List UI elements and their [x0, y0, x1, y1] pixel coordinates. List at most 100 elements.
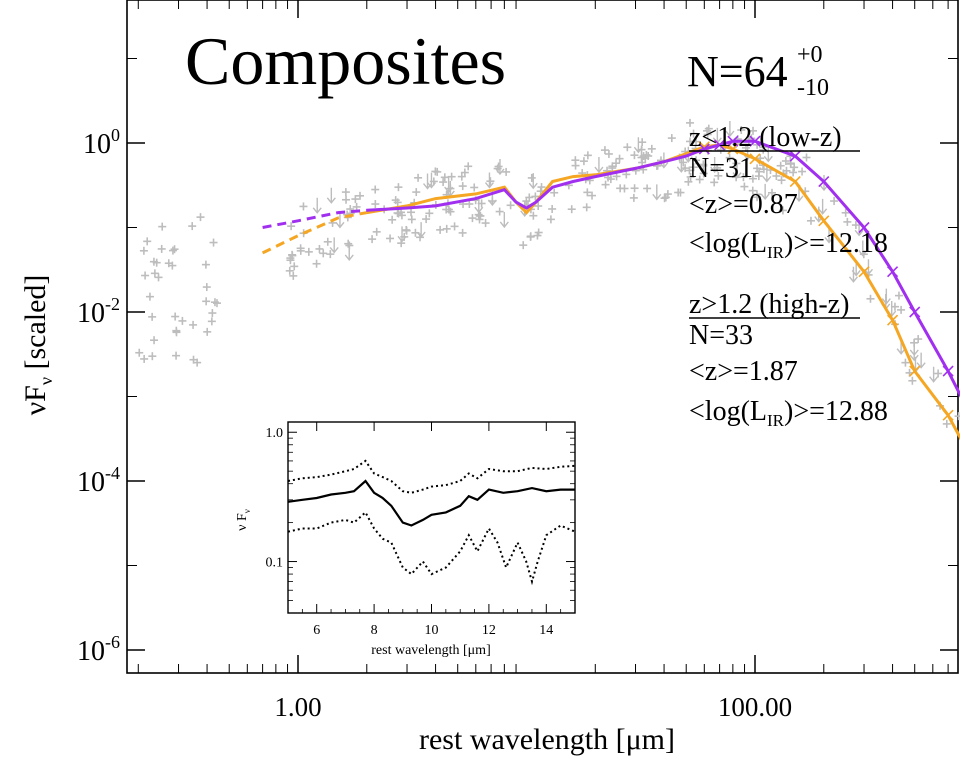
series-marker [887, 266, 899, 278]
upper-limit [344, 244, 354, 262]
low-z-lir-pre: <log(L [689, 228, 767, 259]
inset-mean-line [287, 479, 575, 527]
series-marker [942, 365, 954, 377]
y-tick-label-exp: -6 [105, 632, 120, 652]
y-axis-label-rest: [scaled] [19, 275, 52, 377]
series-line-dashed [262, 208, 367, 229]
high-z-lir: <log(LIR)>=12.88 [689, 396, 888, 430]
upper-limit [444, 177, 454, 194]
y-tick-label-base: 10 [77, 636, 105, 667]
series-marker [887, 314, 899, 326]
y-tick-label: 10-4 [77, 463, 120, 498]
upper-limit [326, 187, 336, 204]
inset-frame [287, 421, 576, 614]
count-main: N=64 [687, 47, 788, 96]
y-tick-label-exp: -2 [105, 294, 120, 314]
upper-limit [916, 352, 926, 369]
series-marker [818, 175, 830, 188]
series-marker [714, 139, 726, 151]
upper-limit [499, 211, 509, 229]
series-line-dashed [261, 211, 368, 255]
series-marker [818, 215, 830, 227]
inset-y-label-main: ν F [235, 513, 250, 531]
y-tick-label: 10-2 [77, 294, 120, 329]
high-z-lir-sub: IR [767, 411, 785, 430]
count-label: N=64 [687, 47, 788, 96]
upper-limit [528, 173, 538, 190]
x-axis-label: rest wavelength [μm] [419, 723, 675, 756]
inset-x-tick-label: 6 [313, 623, 320, 638]
y-tick-label-exp: 0 [111, 125, 120, 145]
upper-limit [335, 212, 345, 229]
high-z-lir-pre: <log(L [689, 396, 767, 427]
y-tick-label-exp: -4 [105, 463, 120, 483]
upper-limit [929, 366, 939, 383]
inset-y-tick-label: 1.0 [266, 426, 284, 441]
upper-limit [858, 240, 868, 257]
upper-limit [312, 197, 322, 214]
low-z-lir-post: )>=12.18 [784, 228, 888, 259]
inset-x-tick-label: 10 [425, 623, 439, 638]
series-marker [749, 153, 761, 165]
y-tick-label-base: 10 [83, 129, 111, 160]
series-marker [942, 409, 954, 421]
upper-limit [760, 183, 770, 201]
upper-limit [652, 184, 662, 201]
inset-y-label: ν Fν [235, 509, 252, 531]
high-z-heading: z>1.2 (high-z) [689, 289, 849, 320]
inset-chart: 6 8 10 12 14 1.0 0.1 rest wavelength [μm] ν Fν [235, 421, 576, 658]
series-marker [858, 221, 870, 234]
upper-limit [594, 157, 604, 174]
main-plot-frame [126, 0, 959, 674]
upper-limit [484, 172, 494, 189]
high-z-n: N=33 [689, 320, 753, 351]
inset-bound-line [287, 459, 576, 494]
inset-x-tick-label: 14 [539, 623, 553, 638]
low-z-lir-sub: IR [767, 243, 785, 262]
upper-limit [763, 146, 773, 163]
series-marker [858, 266, 870, 278]
chart-title: Composites [185, 23, 506, 99]
upper-limit [329, 237, 339, 254]
high-z-mean-z: <z>=1.87 [689, 356, 798, 387]
y-axis-label-sub: ν [36, 377, 56, 385]
series-marker [789, 175, 801, 188]
data-points [135, 118, 960, 437]
count-sup: +0 [797, 42, 823, 68]
upper-limit [422, 173, 433, 190]
series-marker [909, 365, 921, 377]
upper-limit [633, 137, 643, 154]
x-tick-label: 100.00 [718, 692, 792, 722]
low-z-lir: <log(LIR)>=12.18 [689, 228, 888, 262]
low-z-mean-z: <z>=0.87 [689, 189, 798, 220]
upper-limit [848, 266, 859, 283]
upper-limit [881, 288, 891, 305]
inset-x-label: rest wavelength [μm] [371, 643, 490, 658]
y-tick-label-base: 10 [77, 298, 105, 329]
inset-bound-line [287, 510, 576, 586]
y-axis-label-main: νF [19, 385, 52, 415]
inset-x-tick-label: 8 [371, 623, 378, 638]
series-marker [909, 306, 921, 318]
inset-axis-ticks: 6 8 10 12 14 1.0 0.1 [266, 422, 576, 638]
upper-limit [818, 198, 828, 215]
y-tick-label: 100 [83, 125, 120, 160]
series-marker [698, 143, 710, 155]
inset-y-label-sub: ν [242, 509, 252, 513]
series-line [366, 139, 960, 398]
x-tick-label: 1.00 [274, 692, 321, 722]
high-z-lir-post: )>=12.88 [784, 396, 888, 427]
series-marker [749, 135, 761, 147]
y-tick-label-base: 10 [77, 467, 105, 498]
series-marker [727, 135, 739, 147]
inset-y-tick-label: 0.1 [266, 556, 284, 571]
inset-lines [287, 459, 576, 586]
y-tick-label: 10-6 [77, 632, 120, 667]
series-marker [789, 150, 801, 162]
y-axis-label: νFν [scaled] [19, 275, 56, 416]
count-sub: -10 [797, 75, 829, 101]
low-z-n: N=31 [689, 153, 753, 184]
sed-series [261, 135, 960, 441]
